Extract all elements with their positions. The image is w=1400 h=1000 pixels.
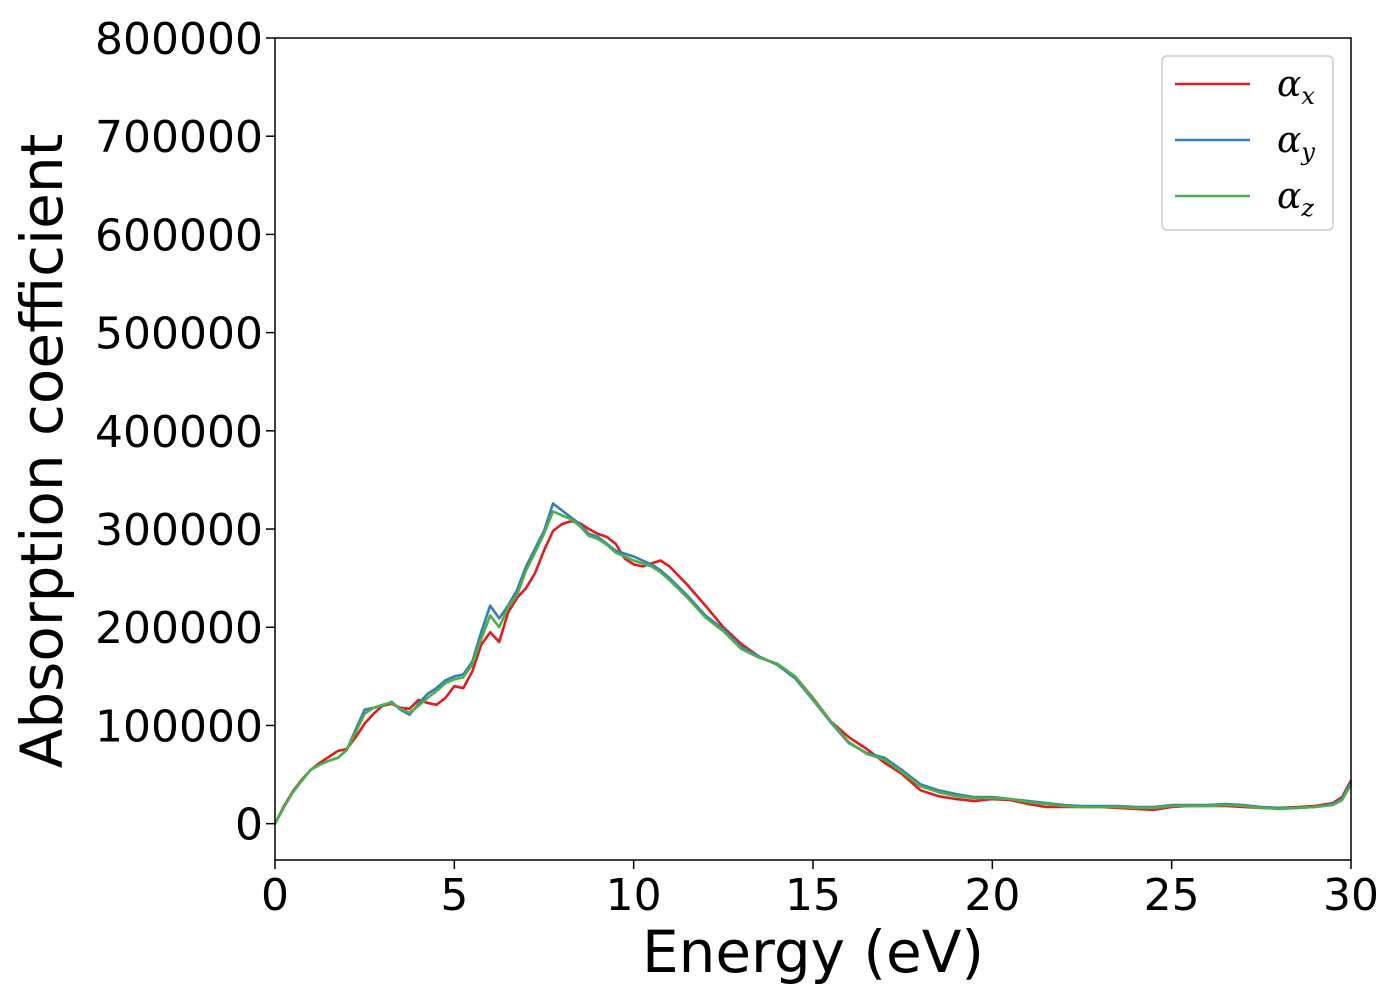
x-tick-label: 30 <box>1323 870 1379 921</box>
legend-entry-x: αx <box>1277 64 1315 110</box>
x-tick-label: 20 <box>964 870 1020 921</box>
series-line-y <box>273 502 1353 825</box>
x-ticks: 0 5 10 15 20 25 30 <box>261 860 1379 921</box>
series-line-z <box>273 510 1353 825</box>
x-tick-label: 0 <box>261 870 289 921</box>
y-tick-label: 500000 <box>95 309 263 360</box>
x-tick-label: 10 <box>606 870 662 921</box>
legend-subscript: y <box>1300 138 1315 166</box>
y-tick-label: 200000 <box>95 603 263 654</box>
y-ticks: 0 100000 200000 300000 400000 500000 600000 700… <box>95 14 275 851</box>
y-tick-label: 100000 <box>95 701 263 752</box>
legend-entry-z: αz <box>1277 176 1314 222</box>
legend-entry-y: αy <box>1277 120 1315 166</box>
legend-symbol: α <box>1277 64 1301 105</box>
y-tick-label: 700000 <box>95 112 263 163</box>
plot-frame <box>274 37 1352 861</box>
y-tick-label: 600000 <box>95 210 263 261</box>
y-tick-label: 300000 <box>95 505 263 556</box>
legend-symbol: α <box>1277 176 1301 217</box>
y-tick-label: 0 <box>235 800 263 851</box>
legend-subscript: x <box>1301 82 1315 110</box>
legend-subscript: z <box>1300 194 1314 222</box>
y-tick-label: 400000 <box>95 407 263 458</box>
series-lines <box>273 502 1353 825</box>
y-axis-label: Absorption coefficient <box>8 134 76 769</box>
series-line-x <box>273 519 1353 825</box>
x-tick-label: 25 <box>1144 870 1200 921</box>
x-tick-label: 5 <box>440 870 468 921</box>
x-tick-label: 15 <box>785 870 841 921</box>
legend-box <box>1161 55 1334 231</box>
y-tick-label: 800000 <box>95 14 263 65</box>
x-axis-label: Energy (eV) <box>642 918 984 986</box>
legend-symbol: α <box>1277 120 1301 161</box>
